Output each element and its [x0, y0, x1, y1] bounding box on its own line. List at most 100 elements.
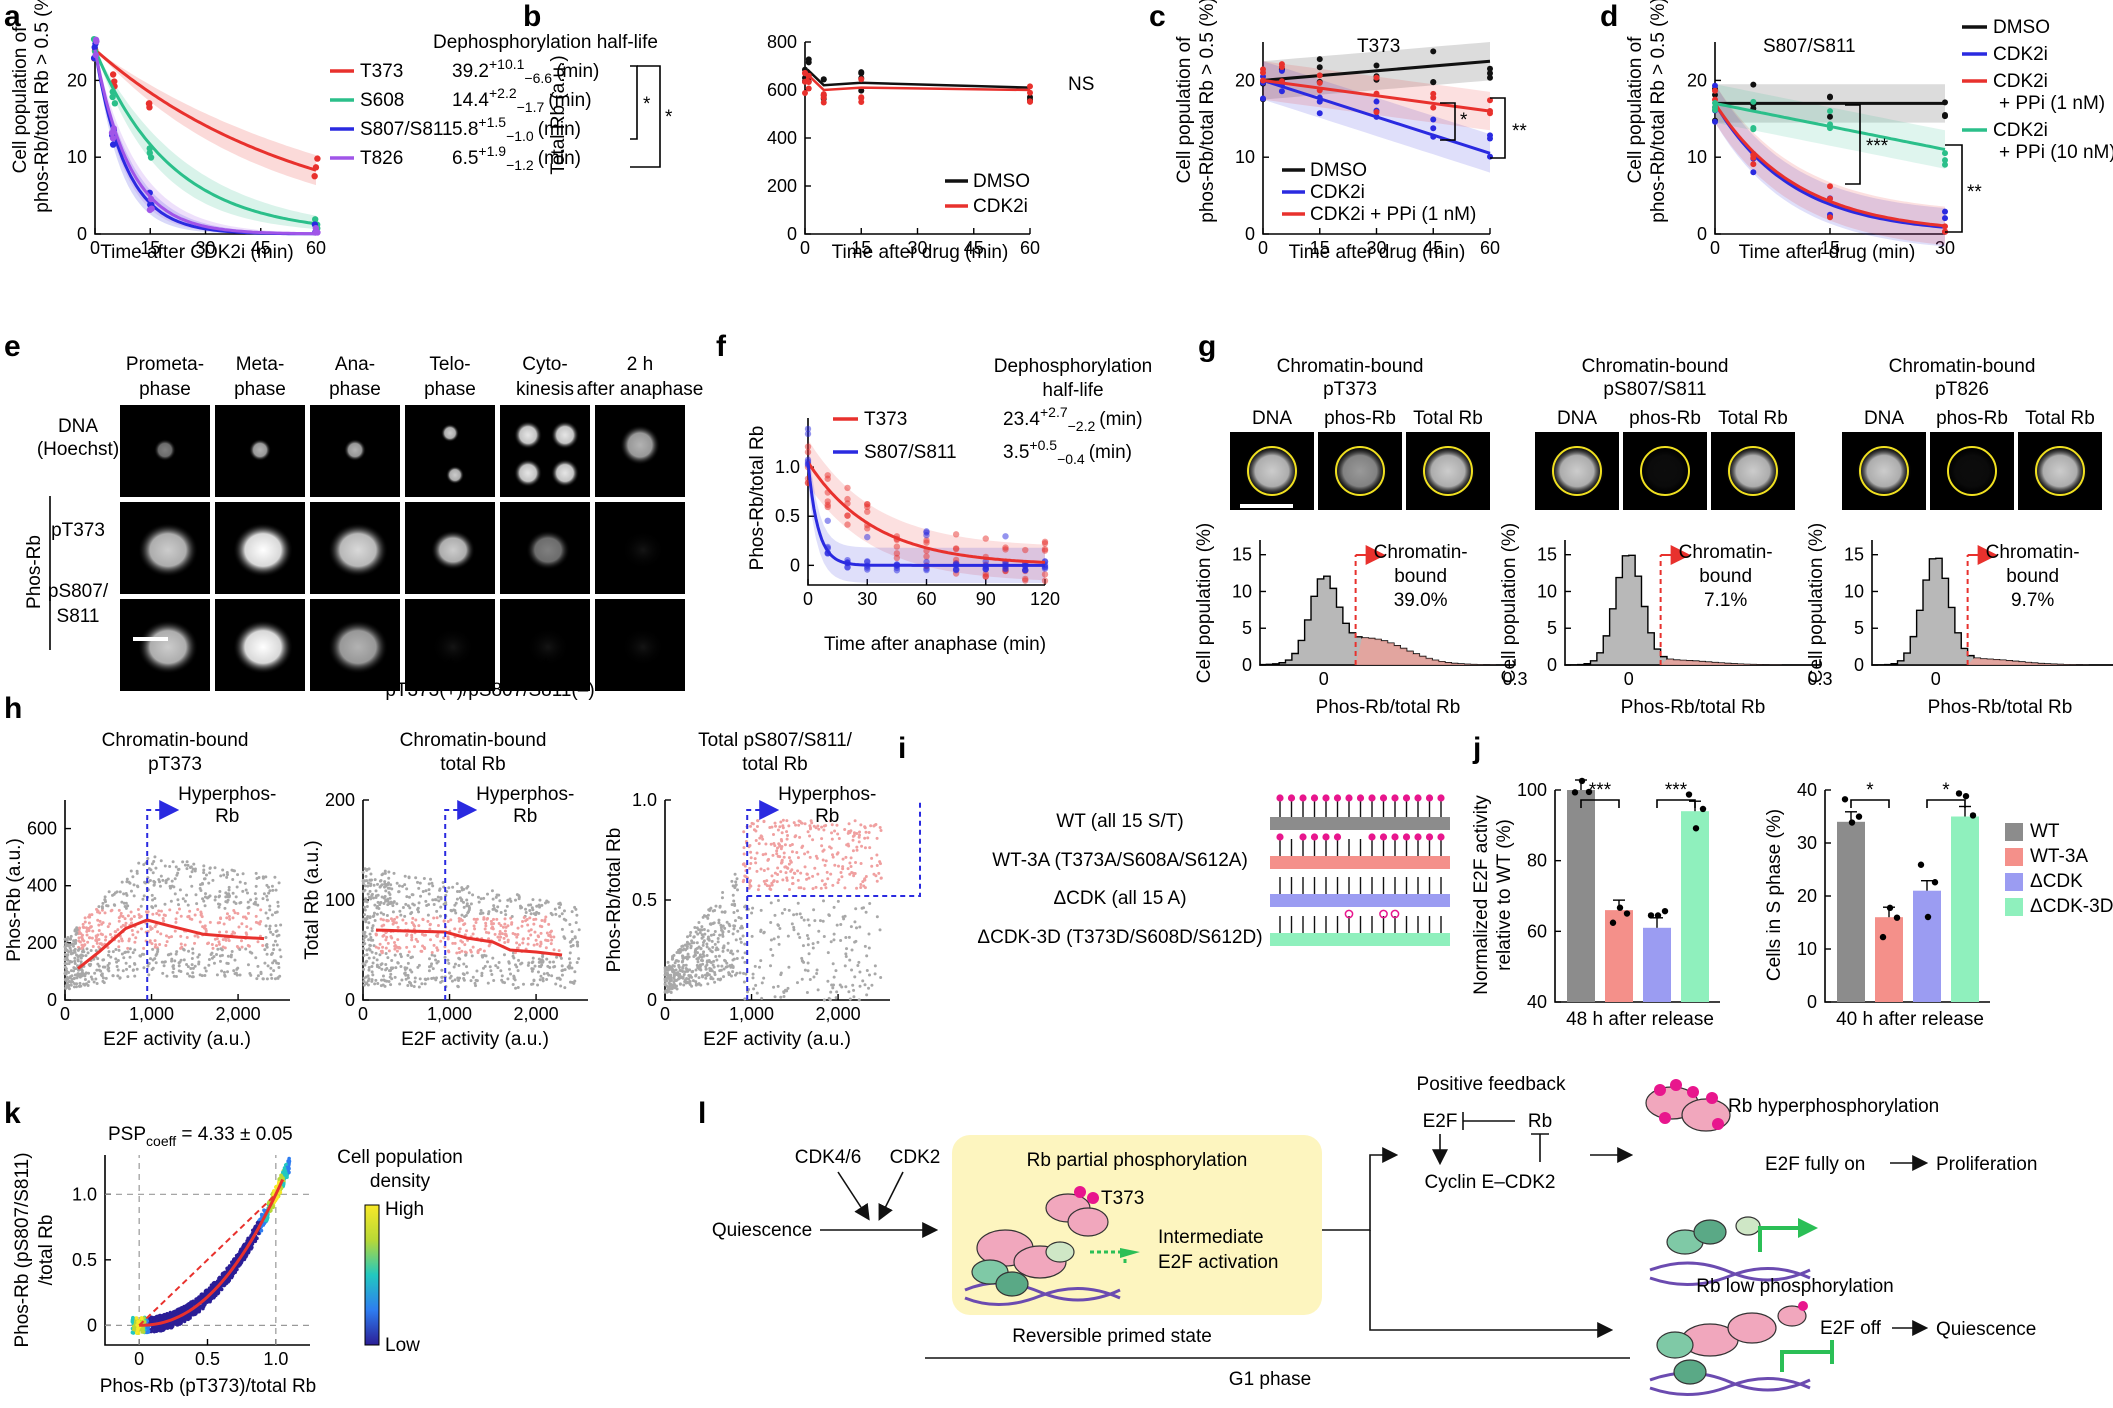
panel-h-point	[117, 919, 121, 923]
panel-h-point	[852, 988, 856, 992]
panel-h-title: total Rb	[742, 754, 807, 775]
panel-f-point	[804, 443, 812, 450]
panel-h-point	[824, 823, 828, 827]
panel-h-point	[844, 985, 848, 989]
panel-h-point	[715, 946, 719, 950]
panel-h-point	[176, 898, 180, 902]
panel-h-point	[411, 893, 415, 897]
panel-h-point	[858, 970, 862, 974]
panel-h-point	[416, 880, 420, 884]
panel-h-point	[256, 903, 260, 907]
panel-h-point	[840, 985, 844, 989]
panel-h-point	[109, 909, 113, 913]
panel-h-point	[162, 913, 166, 917]
panel-h-point	[794, 834, 798, 838]
panel-h-xtick-label: 0	[660, 1004, 670, 1024]
panel-h-point	[403, 883, 407, 887]
panel-h-point	[165, 974, 169, 978]
panel-c-xtick-label: 30	[1366, 238, 1386, 258]
panel-h-point	[122, 892, 126, 896]
panel-h-point	[382, 923, 386, 927]
panel-h-point	[131, 933, 135, 937]
panel-k-point	[172, 1312, 177, 1317]
panel-h-point	[536, 983, 540, 987]
panel-e-cell	[138, 620, 198, 674]
panel-c-title: T373	[1357, 36, 1400, 57]
panel-h-point	[157, 909, 161, 913]
panel-c-legend-label: CDK2i	[1310, 182, 1365, 203]
panel-k-xtick-label: 0	[134, 1349, 144, 1369]
panel-h-point	[270, 976, 274, 980]
panel-h-point	[541, 960, 545, 964]
panel-h-point	[139, 904, 143, 908]
panel-h-point	[836, 881, 840, 885]
panel-h-point	[161, 917, 165, 921]
panel-h-point	[464, 913, 468, 917]
panel-h-point	[126, 914, 130, 918]
panel-h-point	[435, 935, 439, 939]
panel-h-point	[700, 933, 704, 937]
panel-h-point	[183, 899, 187, 903]
panel-h-point	[380, 883, 384, 887]
panel-h-point	[384, 962, 388, 966]
panel-h-point	[264, 875, 268, 879]
panel-h-point	[191, 971, 195, 975]
panel-h-point	[859, 861, 863, 865]
panel-h-point	[69, 983, 73, 987]
panel-h-point	[783, 843, 787, 847]
panel-h-point	[870, 983, 874, 987]
panel-h-point	[85, 927, 89, 931]
panel-h-point	[870, 864, 874, 868]
panel-c-point	[1316, 79, 1323, 86]
panel-h-point	[64, 984, 68, 988]
panel-h-point	[508, 897, 512, 901]
panel-h-point	[436, 895, 440, 899]
panel-h-point	[727, 971, 731, 975]
panel-j-point	[1623, 910, 1631, 917]
panel-h-point	[391, 901, 395, 905]
panel-h-point	[209, 953, 213, 957]
panel-h-point	[414, 876, 418, 880]
panel-h-point	[678, 947, 682, 951]
panel-d-point	[1827, 93, 1833, 100]
panel-c-xtick-label: 45	[1423, 238, 1443, 258]
panel-j-sig: *	[1866, 780, 1874, 801]
panel-h-point	[241, 872, 245, 876]
panel-c-point	[1278, 88, 1285, 95]
panel-h-point	[570, 930, 574, 934]
panel-c-xtick-label: 0	[1258, 238, 1268, 258]
panel-h-point	[96, 957, 100, 961]
panel-h-point	[76, 958, 80, 962]
panel-h-point	[684, 943, 688, 947]
panel-g-roi	[1335, 446, 1385, 496]
panel-h-point	[775, 852, 779, 856]
panel-h-point	[806, 961, 810, 965]
panel-h-point	[363, 917, 367, 921]
panel-h-point	[698, 930, 702, 934]
panel-h-point	[544, 946, 548, 950]
panel-h-point	[773, 871, 777, 875]
panel-h-point	[457, 963, 461, 967]
panel-d-point	[1750, 81, 1757, 88]
panel-h-point	[854, 907, 858, 911]
panel-h-point	[730, 963, 734, 967]
panel-h-point	[365, 948, 369, 952]
panel-i-phospho	[1402, 833, 1411, 841]
panel-h-point	[363, 884, 367, 888]
panel-h-point	[687, 942, 691, 946]
panel-h-point	[254, 956, 258, 960]
panel-h-point	[464, 953, 468, 957]
panel-h-point	[387, 969, 391, 973]
panel-h-point	[867, 831, 871, 835]
panel-h-point	[139, 927, 143, 931]
panel-c-point	[1487, 110, 1493, 117]
panel-h-point	[265, 952, 269, 956]
panel-h-point	[514, 898, 518, 902]
panel-h-point	[807, 876, 811, 880]
panel-h-point	[369, 872, 373, 876]
panel-h-point	[716, 940, 720, 944]
panel-h-point	[421, 918, 425, 922]
panel-h-point	[135, 967, 139, 971]
panel-h-point	[471, 932, 475, 936]
